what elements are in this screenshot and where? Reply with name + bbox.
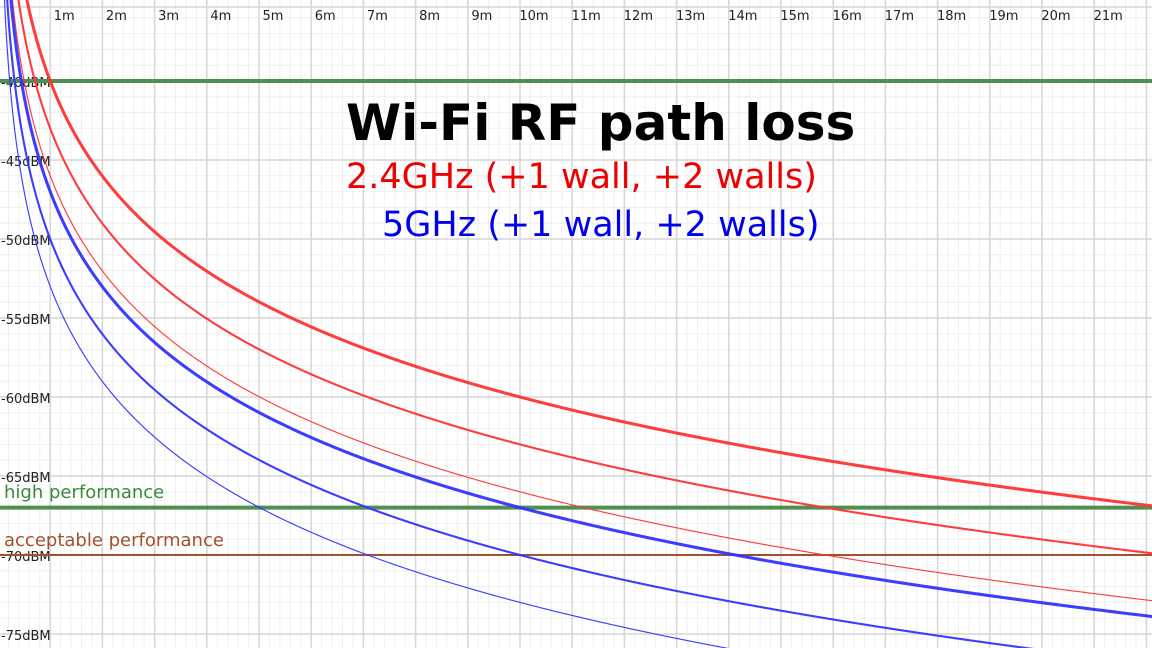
y-tick-label: -60dBM [1, 392, 51, 407]
x-tick-label: 5m [263, 9, 284, 24]
x-tick-label: 18m [937, 9, 966, 24]
x-axis-tick-labels: 1m 2m 3m 4m 5m 6m 7m 8m 9m 10m 11m 12m 13m 14m 15m 16m 1… [54, 9, 1123, 24]
x-tick-label: 4m [210, 9, 231, 24]
acceptable-performance-label: acceptable performance [4, 530, 224, 551]
data-series [3, 0, 1152, 648]
series-2-4ghz-2-walls [11, 0, 1152, 602]
series-5ghz [9, 0, 1152, 619]
x-tick-label: 10m [519, 9, 548, 24]
x-tick-label: 12m [624, 9, 653, 24]
x-tick-label: 15m [780, 9, 809, 24]
y-tick-label: -65dBM [1, 471, 51, 486]
x-tick-label: 21m [1094, 9, 1123, 24]
x-tick-label: 16m [833, 9, 862, 24]
y-tick-label: -75dBM [1, 629, 51, 644]
x-tick-label: 19m [989, 9, 1018, 24]
y-tick-label: -50dBM [1, 234, 51, 249]
x-tick-label: 17m [885, 9, 914, 24]
x-tick-label: 2m [106, 9, 127, 24]
high-performance-label: high performance [4, 482, 165, 503]
x-tick-label: 11m [572, 9, 601, 24]
series-2-4ghz-1-wall [17, 0, 1152, 555]
legend-5ghz: 5GHz (+1 wall, +2 walls) [382, 205, 820, 245]
x-tick-label: 13m [676, 9, 705, 24]
y-tick-label: -70dBM [1, 550, 51, 565]
legend-2-4ghz: 2.4GHz (+1 wall, +2 walls) [346, 157, 817, 197]
series-5ghz-1-wall [6, 0, 1034, 648]
x-tick-label: 3m [158, 9, 179, 24]
x-tick-label: 1m [54, 9, 75, 24]
x-tick-label: 14m [728, 9, 757, 24]
chart-title: Wi-Fi RF path loss [346, 94, 856, 152]
series-2-4ghz [25, 0, 1152, 508]
x-tick-label: 20m [1041, 9, 1070, 24]
series-5ghz-2-walls [3, 0, 729, 648]
x-tick-label: 7m [367, 9, 388, 24]
x-tick-label: 6m [315, 9, 336, 24]
reference-lines [0, 79, 1152, 556]
x-tick-label: 8m [419, 9, 440, 24]
y-tick-label: -55dBM [1, 313, 51, 328]
x-tick-label: 9m [471, 9, 492, 24]
